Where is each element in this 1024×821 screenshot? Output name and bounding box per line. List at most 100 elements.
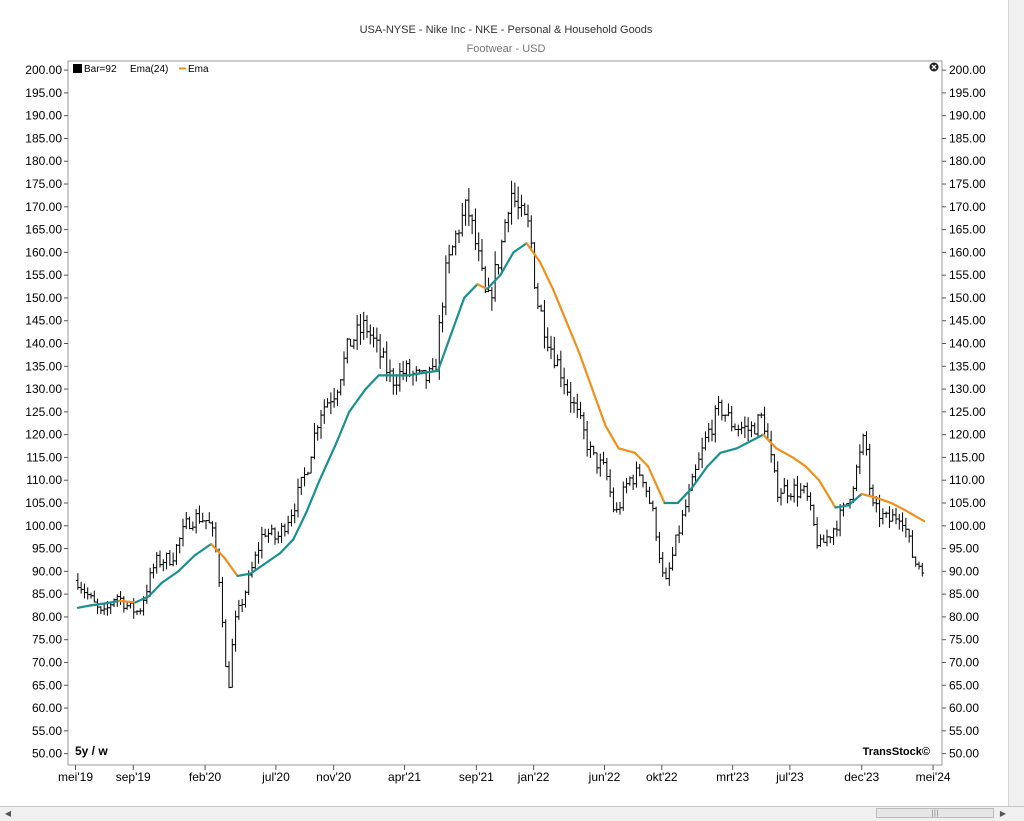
x-tick-label: sep'21 xyxy=(459,770,494,784)
y-tick-label-right: 120.00 xyxy=(949,428,986,442)
y-tick-label-left: 135.00 xyxy=(25,359,62,373)
y-tick-label-left: 105.00 xyxy=(25,496,62,510)
ema-segment xyxy=(499,251,515,277)
y-tick-label-left: 195.00 xyxy=(25,86,62,100)
y-tick-label-right: 115.00 xyxy=(949,450,985,464)
y-tick-label-right: 50.00 xyxy=(949,747,979,761)
x-tick-label: apr'21 xyxy=(388,770,421,784)
ema-segment xyxy=(817,479,837,509)
scroll-left-icon[interactable]: ◀ xyxy=(4,809,12,818)
y-tick-label-right: 95.00 xyxy=(949,542,979,556)
ema-segment xyxy=(617,447,637,454)
y-tick-label-right: 180.00 xyxy=(949,154,986,168)
ema-segment xyxy=(420,369,439,375)
ema-segment xyxy=(476,283,489,290)
period-label: 5y / w xyxy=(75,744,108,758)
legend: Bar=92 Ema(24) Ema xyxy=(73,64,209,75)
y-tick-label-right: 145.00 xyxy=(949,314,986,328)
y-tick-label-left: 145.00 xyxy=(25,314,62,328)
y-tick-label-right: 150.00 xyxy=(949,291,986,305)
ema-segment xyxy=(134,595,150,604)
y-tick-label-left: 130.00 xyxy=(25,382,62,396)
bar-legend-label: Bar=92 xyxy=(84,64,117,75)
scroll-thumb[interactable]: ||| xyxy=(876,808,994,818)
x-tick-label: dec'23 xyxy=(844,770,879,784)
y-tick-label-right: 200.00 xyxy=(949,63,986,77)
ema-segment xyxy=(647,465,666,505)
y-tick-label-left: 180.00 xyxy=(25,154,62,168)
ema-segment xyxy=(689,465,709,491)
y-tick-label-right: 55.00 xyxy=(949,724,979,738)
price-bars xyxy=(75,180,925,689)
ema-segment xyxy=(364,374,380,391)
ema-segment xyxy=(591,387,607,427)
y-tick-label-left: 70.00 xyxy=(32,655,62,669)
y-tick-label-right: 175.00 xyxy=(949,177,986,191)
scroll-right-icon[interactable]: ▶ xyxy=(999,809,1007,818)
y-tick-label-right: 195.00 xyxy=(949,86,986,100)
y-tick-label-left: 110.00 xyxy=(26,473,62,487)
y-tick-label-right: 70.00 xyxy=(949,655,979,669)
ema-legend-label: Ema(24) xyxy=(130,64,168,75)
ema-segment xyxy=(538,260,554,290)
y-tick-label-left: 185.00 xyxy=(25,131,62,145)
y-tick-label-left: 175.00 xyxy=(25,177,62,191)
ema-segment xyxy=(318,442,338,482)
y-axis-left: 200.00 195.00 190.00 185.00 180.00 175.00 170.… xyxy=(25,63,68,761)
ema-segment xyxy=(223,556,239,577)
ema-segment xyxy=(118,599,137,604)
y-tick-label-left: 125.00 xyxy=(25,405,62,419)
y-tick-label-right: 140.00 xyxy=(949,337,986,351)
ema-segment xyxy=(775,447,794,459)
window-right-edge xyxy=(1008,0,1024,806)
ema-segment xyxy=(676,488,692,505)
x-tick-label: nov'20 xyxy=(316,770,351,784)
ema-segment xyxy=(147,581,163,598)
ema-segment xyxy=(719,447,738,454)
ema-segment xyxy=(292,511,308,541)
y-tick-label-left: 120.00 xyxy=(25,428,62,442)
bar-legend-swatch xyxy=(73,64,82,73)
ema-segment xyxy=(436,333,453,372)
ema-segment xyxy=(735,440,752,450)
chart-subtitle: Footwear - USD xyxy=(467,43,546,55)
y-axis-right: 200.00 195.00 190.00 185.00 180.00 175.00 170.… xyxy=(942,63,986,761)
ema-segment xyxy=(334,410,351,445)
y-tick-label-right: 170.00 xyxy=(949,200,986,214)
x-axis: mei'19 sep'19 feb'20 jul'20 nov'20 apr'21 sep'… xyxy=(58,765,951,784)
ema-segment xyxy=(791,456,807,468)
y-tick-label-right: 135.00 xyxy=(949,359,986,373)
ema-segment xyxy=(236,572,252,577)
ema-segment xyxy=(762,433,778,450)
watermark: TransStock© xyxy=(863,746,930,758)
y-tick-label-right: 100.00 xyxy=(949,519,986,533)
y-tick-label-left: 65.00 xyxy=(32,678,62,692)
ema-line xyxy=(76,242,926,609)
ema-legend-name: Ema xyxy=(188,64,209,75)
ema-segment xyxy=(193,542,213,557)
ema-segment xyxy=(578,351,594,391)
y-tick-label-right: 165.00 xyxy=(949,223,986,237)
y-tick-label-left: 115.00 xyxy=(26,450,62,464)
ema-segment xyxy=(551,287,568,322)
ema-segment xyxy=(160,570,180,584)
y-tick-label-left: 55.00 xyxy=(32,724,62,738)
y-tick-label-right: 110.00 xyxy=(949,473,985,487)
y-tick-label-left: 100.00 xyxy=(25,519,62,533)
y-tick-label-left: 165.00 xyxy=(25,223,62,237)
ema-segment xyxy=(76,604,92,609)
plot-frame xyxy=(67,60,943,766)
ema-segment xyxy=(348,387,367,413)
close-icon[interactable] xyxy=(929,62,939,72)
ema-segment xyxy=(88,602,108,607)
ema-segment xyxy=(564,319,581,354)
y-tick-label-left: 200.00 xyxy=(25,63,62,77)
ema-segment xyxy=(249,563,265,575)
horizontal-scrollbar[interactable]: ◀ ||| ▶ xyxy=(0,806,1024,821)
y-tick-label-right: 130.00 xyxy=(949,382,986,396)
chart-title: USA-NYSE - Nike Inc - NKE - Personal & H… xyxy=(360,24,653,36)
y-tick-label-left: 190.00 xyxy=(25,109,62,123)
y-tick-label-left: 90.00 xyxy=(32,564,62,578)
ema-segment xyxy=(804,465,821,482)
ema-segment xyxy=(860,492,880,500)
